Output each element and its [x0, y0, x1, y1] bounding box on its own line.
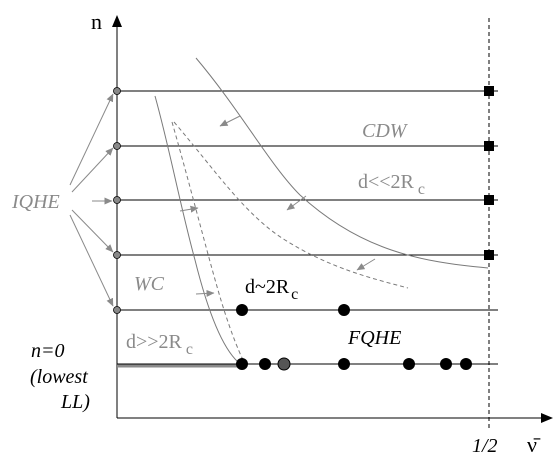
state-dot — [460, 358, 472, 370]
iqhe-arrow-1 — [69, 93, 114, 186]
iqhe-marker — [113, 87, 121, 95]
cdw-square-marker — [484, 250, 494, 260]
wc-boundary-dashed-curve — [171, 121, 245, 363]
state-dot — [403, 358, 415, 370]
half-filling-tick-label: 1/2 — [472, 435, 498, 457]
iqhe-arrow-5 — [69, 214, 114, 307]
d-approx-label: d~2R c — [245, 276, 298, 303]
x-axis-label: ν̄ — [527, 432, 541, 457]
iqhe-marker — [113, 306, 121, 314]
iqhe-arrow-2 — [71, 147, 114, 193]
cdw-square-marker — [484, 195, 494, 205]
state-dot — [440, 358, 452, 370]
y-axis-label: n — [91, 9, 102, 34]
lowest-ll-label-line2: (lowest — [30, 366, 88, 388]
lowest-ll-label-line1: n=0 — [31, 340, 65, 362]
iqhe-marker — [113, 251, 121, 259]
fqhe-label: FQHE — [347, 327, 401, 349]
shift-arrow-4 — [179, 205, 199, 213]
d-much-less-label: d<<2R c — [358, 171, 425, 198]
cdw-square-marker — [484, 141, 494, 151]
state-dot-gray — [277, 357, 291, 371]
cdw-label: CDW — [362, 120, 409, 142]
lowest-ll-label-line3: LL) — [60, 391, 90, 413]
cdw-boundary-dashed-curve — [173, 121, 409, 289]
wc-boundary-curve — [154, 95, 239, 363]
state-dot — [338, 304, 350, 316]
cdw-square-marker — [484, 86, 494, 96]
iqhe-marker — [113, 142, 121, 150]
cdw-boundary-curve — [195, 57, 489, 269]
d-much-greater-label: d>>2R c — [126, 331, 193, 358]
shift-arrow-2 — [286, 195, 307, 211]
state-dot — [236, 358, 248, 370]
state-dot — [236, 304, 248, 316]
iqhe-marker — [113, 196, 121, 204]
shift-arrow-5 — [195, 289, 215, 297]
shift-arrow-3 — [356, 258, 376, 271]
state-dot — [338, 358, 350, 370]
iqhe-label: IQHE — [11, 191, 60, 213]
state-dot — [259, 358, 271, 370]
shift-arrow-1 — [219, 115, 241, 127]
iqhe-arrow-4 — [71, 209, 114, 253]
wc-label: WC — [134, 273, 165, 295]
